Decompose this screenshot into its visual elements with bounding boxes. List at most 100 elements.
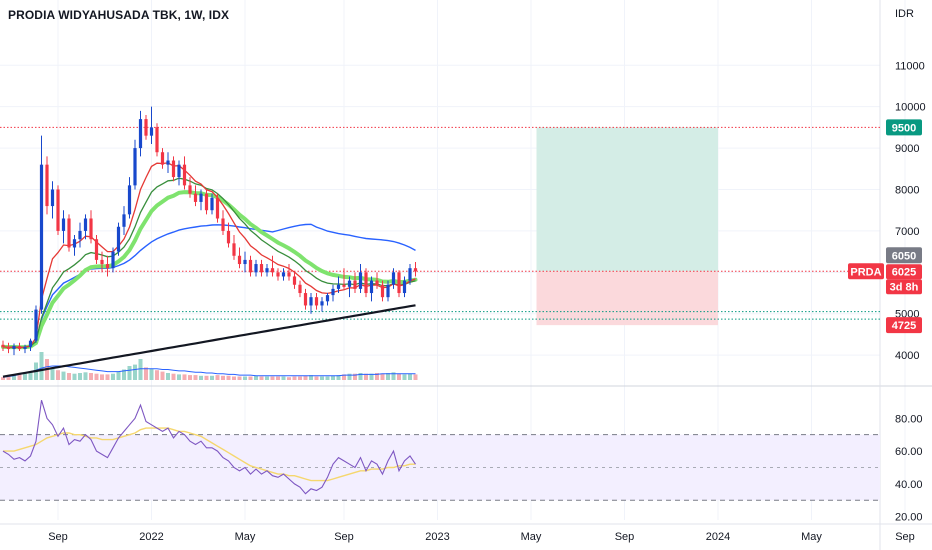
candle-body-33 (182, 164, 187, 186)
candle-27 (149, 106, 154, 144)
candle-57 (314, 293, 319, 310)
volume-bars (1, 352, 418, 380)
candle-body-30 (166, 160, 170, 165)
volume-bar-67 (369, 373, 374, 380)
candle-70 (386, 280, 390, 302)
candle-40 (221, 210, 225, 236)
tag-last-price-bg (886, 264, 922, 280)
time-tick-3: Sep (334, 531, 354, 543)
candle-body-13 (72, 239, 77, 248)
time-tick-8: May (801, 531, 822, 543)
axes: 400050006000700080009000100001100020.004… (48, 60, 925, 543)
candle-body-14 (78, 230, 82, 240)
candle-body-1 (6, 346, 11, 349)
candle-body-26 (144, 119, 148, 136)
candle-body-47 (259, 264, 264, 273)
candle-19 (105, 255, 110, 277)
candle-body-24 (133, 148, 137, 186)
candle-7 (39, 135, 44, 314)
candle-body-18 (100, 259, 104, 265)
candle-55 (303, 288, 308, 310)
candle-2 (12, 343, 16, 356)
rsi-band (0, 434, 880, 501)
candle-24 (133, 139, 137, 190)
time-tick-5: May (521, 531, 542, 543)
candle-body-28 (155, 127, 159, 153)
volume-bar-36 (199, 375, 203, 380)
rsi-tick-0: 20.00 (895, 512, 923, 524)
volume-bar-4 (23, 373, 27, 380)
candle-44 (243, 251, 247, 273)
volume-bar-64 (353, 373, 357, 380)
volume-ma-line (2, 365, 416, 378)
volume-bar-41 (226, 375, 231, 380)
candle-8 (45, 156, 49, 215)
volume-bar-48 (265, 376, 269, 380)
candle-17 (94, 235, 99, 265)
ema-8-line (2, 162, 416, 349)
candle-body-12 (67, 218, 71, 248)
volume-bar-7 (39, 352, 44, 380)
candle-body-9 (50, 189, 55, 207)
candle-body-25 (138, 119, 143, 149)
candle-body-6 (34, 309, 38, 341)
rsi-tick-3: 80.00 (895, 413, 923, 425)
candle-body-40 (221, 218, 225, 231)
candle-75 (413, 261, 418, 277)
tag-high: 6050 (886, 247, 922, 264)
tag-symbol-bg (848, 263, 884, 280)
volume-bar-5 (28, 371, 33, 380)
volume-bar-53 (292, 376, 297, 380)
candle-body-58 (320, 301, 324, 306)
volume-bar-20 (111, 373, 115, 380)
candle-49 (270, 255, 275, 277)
tag-target-label: 9500 (892, 122, 916, 134)
candle-body-59 (325, 295, 330, 302)
volume-bar-65 (358, 373, 363, 380)
candle-29 (160, 148, 165, 169)
candle-body-31 (171, 160, 176, 178)
candle-body-52 (287, 272, 291, 277)
candle-0 (1, 340, 5, 352)
volume-bar-51 (281, 376, 286, 380)
candle-20 (111, 247, 115, 273)
candle-body-38 (210, 197, 214, 211)
volume-bar-73 (402, 374, 407, 380)
candle-59 (325, 293, 330, 306)
candle-18 (100, 251, 104, 273)
volume-bar-57 (314, 376, 319, 380)
time-tick-4: 2023 (425, 531, 449, 543)
candle-34 (188, 177, 192, 198)
candle-48 (265, 264, 269, 277)
volume-bar-30 (166, 373, 170, 380)
candle-60 (331, 284, 335, 302)
volume-bar-42 (232, 376, 236, 380)
ma-200-line (2, 304, 416, 378)
volume-bar-50 (276, 376, 280, 380)
tag-stop-bg (886, 317, 922, 334)
volume-bar-25 (138, 359, 143, 380)
volume-bar-49 (270, 376, 275, 380)
candle-body-34 (188, 185, 192, 194)
candle-15 (83, 214, 88, 240)
candle-62 (342, 268, 346, 289)
candle-33 (182, 156, 187, 190)
candle-12 (67, 214, 71, 252)
volume-bar-22 (122, 369, 126, 380)
tag-stop-label: 4725 (892, 320, 916, 332)
candle-body-5 (28, 340, 33, 347)
candle-30 (166, 152, 170, 173)
candle-72 (397, 270, 401, 298)
volume-bar-39 (215, 375, 220, 380)
volume-bar-33 (182, 374, 187, 380)
volume-bar-69 (380, 373, 385, 380)
time-tick-7: 2024 (706, 531, 730, 543)
candle-10 (56, 185, 60, 236)
candle-4 (23, 344, 27, 354)
time-tick-0: Sep (48, 531, 68, 543)
candle-23 (127, 177, 132, 219)
candle-42 (232, 235, 236, 260)
volume-bar-35 (193, 375, 198, 380)
candle-body-68 (375, 280, 379, 285)
